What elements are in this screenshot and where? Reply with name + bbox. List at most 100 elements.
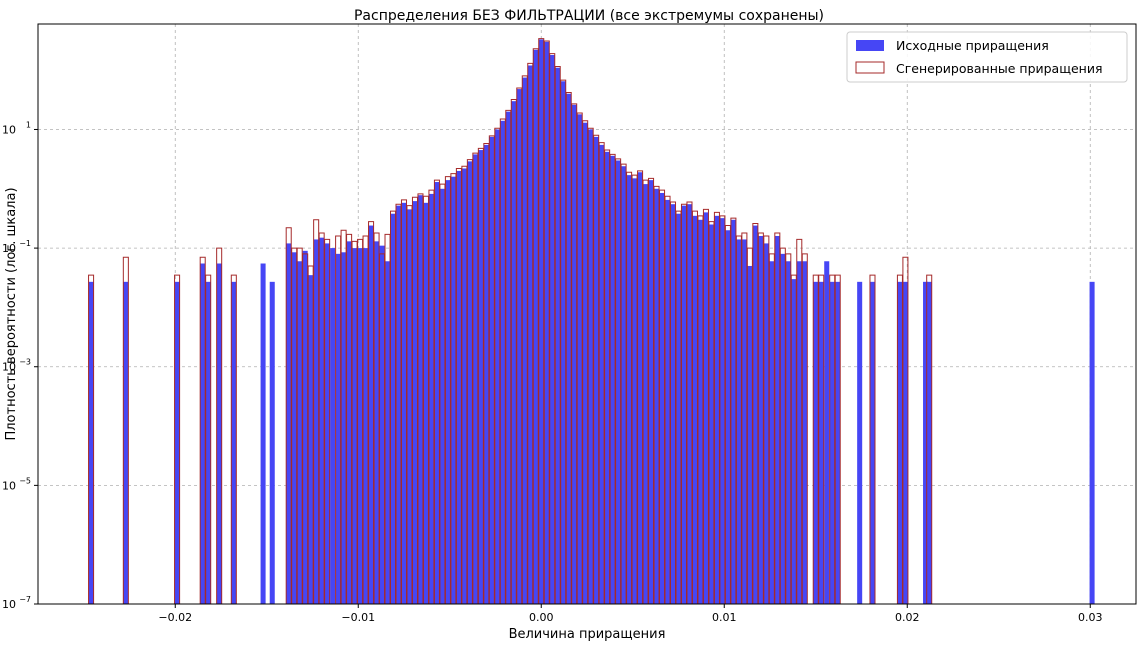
bar-original — [626, 175, 632, 604]
step-generated — [88, 274, 95, 604]
bar-original — [923, 281, 929, 604]
bar-original — [681, 205, 687, 605]
bar-original — [686, 204, 692, 604]
bar-original — [869, 281, 875, 604]
bar-original — [439, 188, 445, 605]
bar-original — [522, 77, 528, 604]
bar-original — [461, 168, 467, 604]
bar-original — [902, 281, 908, 604]
bar-original — [588, 129, 594, 605]
y-tick-label: 10 — [2, 242, 16, 255]
bar-original — [796, 261, 802, 604]
step-generated — [205, 274, 212, 604]
bar-original — [703, 212, 709, 604]
bar-original — [450, 176, 456, 604]
x-axis-ticks: −0.02 −0.01 0.00 0.01 0.02 0.03 — [158, 604, 1103, 624]
bar-original — [335, 253, 341, 604]
bar-original — [500, 120, 506, 604]
legend-label-original: Исходные приращения — [896, 38, 1049, 53]
x-tick-label: 0.00 — [529, 611, 554, 624]
bar-original — [670, 204, 676, 604]
bar-original — [511, 101, 517, 604]
y-axis-label: Плотность вероятности (лог. шкала) — [4, 187, 19, 440]
bar-original — [352, 248, 358, 605]
bar-original — [802, 261, 808, 604]
bar-original — [456, 170, 462, 604]
bar-original — [324, 243, 330, 605]
bar-original — [555, 67, 561, 604]
bar-original — [769, 261, 775, 604]
bar-original — [747, 265, 753, 604]
bar-original — [302, 250, 308, 604]
bar-original — [269, 281, 275, 604]
series-original-bars — [88, 39, 1095, 605]
x-tick-label: 0.03 — [1078, 611, 1103, 624]
bar-original — [527, 65, 533, 605]
bar-original — [467, 161, 473, 604]
step-generated — [818, 274, 825, 604]
bar-original — [824, 261, 830, 604]
bar-original — [752, 225, 758, 604]
step-generated — [122, 256, 129, 604]
bar-original — [632, 178, 638, 604]
bar-original — [818, 281, 824, 604]
bar-original — [385, 261, 391, 604]
bar-original — [835, 281, 841, 604]
bar-original — [665, 199, 671, 604]
bar-original — [341, 252, 347, 604]
bar-original — [395, 205, 402, 605]
y-tick-exponent: −7 — [19, 595, 31, 604]
bar-original — [780, 253, 786, 604]
bar-original — [659, 192, 665, 605]
bar-original — [297, 261, 303, 604]
bar-original — [401, 202, 407, 604]
bar-original — [363, 248, 369, 605]
bar-original — [926, 281, 932, 604]
bar-original — [560, 81, 566, 604]
bar-original — [643, 184, 649, 605]
bar-original — [813, 281, 819, 604]
bar-original — [637, 172, 643, 604]
bar-original — [730, 219, 736, 604]
bar-original — [577, 114, 583, 605]
bar-original — [472, 154, 478, 604]
bar-original — [697, 219, 703, 604]
bar-original — [708, 224, 714, 605]
y-tick-exponent: 1 — [26, 120, 31, 129]
legend-box — [846, 31, 1128, 83]
y-tick-label: 10 — [2, 361, 16, 374]
y-tick-exponent: −1 — [19, 239, 31, 248]
plot-frame — [37, 23, 1137, 605]
bar-original — [308, 275, 314, 604]
bar-original — [714, 215, 720, 604]
y-tick-exponent: −5 — [19, 476, 31, 485]
bar-original — [406, 209, 413, 605]
bar-original — [505, 111, 511, 605]
bar-original — [741, 239, 747, 605]
bar-original — [417, 195, 423, 604]
bar-original — [615, 160, 621, 604]
bar-original — [434, 182, 440, 604]
bar-original — [200, 263, 206, 604]
bar-original — [736, 239, 742, 605]
bar-original — [357, 248, 363, 605]
bar-original — [379, 245, 385, 604]
step-generated — [834, 274, 841, 604]
step-generated — [869, 274, 876, 604]
legend: Исходные приращения Сгенерированные прир… — [846, 31, 1128, 83]
bar-original — [593, 136, 599, 604]
x-tick-label: 0.02 — [895, 611, 920, 624]
bar-original — [260, 263, 266, 604]
bar-original — [88, 281, 94, 604]
bar-original — [346, 241, 352, 604]
y-tick-label: 10 — [2, 479, 16, 492]
bar-original — [763, 243, 769, 605]
bar-original — [621, 166, 627, 604]
step-generated — [801, 253, 808, 604]
x-tick-label: −0.02 — [158, 611, 192, 624]
legend-swatch-original — [856, 40, 884, 51]
step-generated — [902, 256, 909, 604]
x-tick-label: 0.01 — [712, 611, 737, 624]
step-generated — [216, 247, 223, 604]
